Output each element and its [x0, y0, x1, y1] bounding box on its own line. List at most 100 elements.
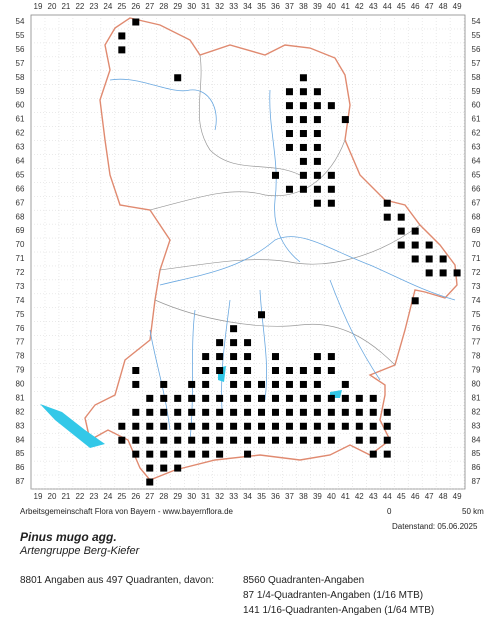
y-label: 81: [472, 393, 481, 402]
y-label: 59: [472, 87, 481, 96]
x-label: 26: [131, 492, 140, 500]
occurrence: [369, 436, 377, 444]
occurrence: [146, 408, 154, 416]
occurrence: [355, 394, 363, 402]
x-label: 39: [313, 2, 322, 11]
occurrence: [341, 394, 349, 402]
x-label: 30: [187, 2, 196, 11]
occurrence: [327, 422, 335, 430]
occurrence: [216, 408, 224, 416]
y-label: 70: [16, 240, 25, 249]
occurrence: [313, 157, 321, 165]
occurrence: [174, 464, 182, 472]
y-label: 84: [472, 435, 481, 444]
x-label: 41: [341, 2, 350, 11]
y-label: 85: [472, 449, 481, 458]
x-label: 49: [453, 2, 462, 11]
lake: [40, 404, 105, 448]
y-label: 81: [16, 393, 25, 402]
occurrence: [313, 88, 321, 96]
occurrence: [411, 227, 419, 235]
y-label: 70: [472, 240, 481, 249]
occurrence: [439, 269, 447, 277]
occurrence: [230, 422, 238, 430]
occurrence: [397, 227, 405, 235]
y-label: 54: [472, 17, 481, 26]
y-label: 77: [472, 338, 481, 347]
occurrence: [202, 353, 210, 361]
occurrence: [118, 32, 126, 40]
occurrence: [132, 436, 140, 444]
y-label: 78: [472, 352, 481, 361]
occurrence: [188, 408, 196, 416]
occurrence: [299, 171, 307, 179]
y-label: 76: [472, 324, 481, 333]
occurrence: [230, 408, 238, 416]
y-label: 87: [472, 477, 481, 486]
x-label: 46: [411, 492, 420, 500]
x-label: 21: [61, 2, 70, 11]
x-label: 34: [243, 492, 252, 500]
y-label: 79: [16, 366, 25, 375]
y-label: 74: [472, 296, 481, 305]
date: Datenstand: 05.06.2025: [392, 522, 478, 531]
x-label: 34: [243, 2, 252, 11]
y-label: 67: [472, 198, 481, 207]
x-label: 39: [313, 492, 322, 500]
occurrence: [355, 422, 363, 430]
x-label: 43: [369, 492, 378, 500]
occurrence: [411, 255, 419, 263]
occurrence: [313, 394, 321, 402]
x-label: 35: [257, 2, 266, 11]
axis-labels: 19 19 20 20 21 21 22 22 23 23 24 24 25 25 26 26 27 27 28 28…: [16, 2, 481, 500]
occurrence: [285, 436, 293, 444]
credit: Arbeitsgemeinschaft Flora von Bayern - w…: [20, 507, 233, 516]
y-label: 69: [16, 226, 25, 235]
occurrence: [411, 297, 419, 305]
occurrence: [327, 436, 335, 444]
occurrence: [271, 394, 279, 402]
occurrence: [383, 450, 391, 458]
occurrence: [160, 394, 168, 402]
occurrence: [327, 367, 335, 374]
occurrence: [299, 74, 307, 82]
y-label: 77: [16, 338, 25, 347]
occurrence: [216, 367, 224, 374]
y-label: 66: [16, 184, 25, 193]
detail: 87 1/4-Quadranten-Angaben (1/16 MTB): [243, 590, 424, 601]
occurrence: [216, 450, 224, 458]
occurrence: [299, 394, 307, 402]
occurrence: [188, 394, 196, 402]
x-label: 19: [34, 2, 43, 11]
occurrence: [341, 116, 349, 124]
occurrence: [327, 171, 335, 179]
occurrence: [230, 339, 238, 347]
x-label: 23: [89, 2, 98, 11]
occurrence: [258, 380, 266, 388]
occurrence: [146, 394, 154, 402]
x-label: 33: [229, 2, 238, 11]
x-label: 30: [187, 492, 196, 500]
occurrence: [285, 367, 293, 374]
y-label: 64: [16, 157, 25, 166]
occurrence: [425, 255, 433, 263]
occurrence: [313, 130, 321, 138]
occurrence: [146, 478, 154, 486]
occurrence: [341, 380, 349, 388]
occurrence: [132, 408, 140, 416]
x-label: 37: [285, 2, 294, 11]
y-label: 82: [16, 407, 25, 416]
y-label: 71: [16, 254, 25, 263]
x-label: 47: [425, 2, 434, 11]
y-label: 58: [472, 73, 481, 82]
y-label: 84: [16, 435, 25, 444]
x-label: 44: [383, 2, 392, 11]
occurrence: [355, 408, 363, 416]
occurrence: [327, 394, 335, 402]
summary: 8801 Angaben aus 497 Quadranten, davon:: [20, 575, 215, 586]
occurrence: [202, 380, 210, 388]
occurrence: [369, 408, 377, 416]
occurrence: [118, 436, 126, 444]
occurrence: [258, 422, 266, 430]
x-label: 43: [369, 2, 378, 11]
